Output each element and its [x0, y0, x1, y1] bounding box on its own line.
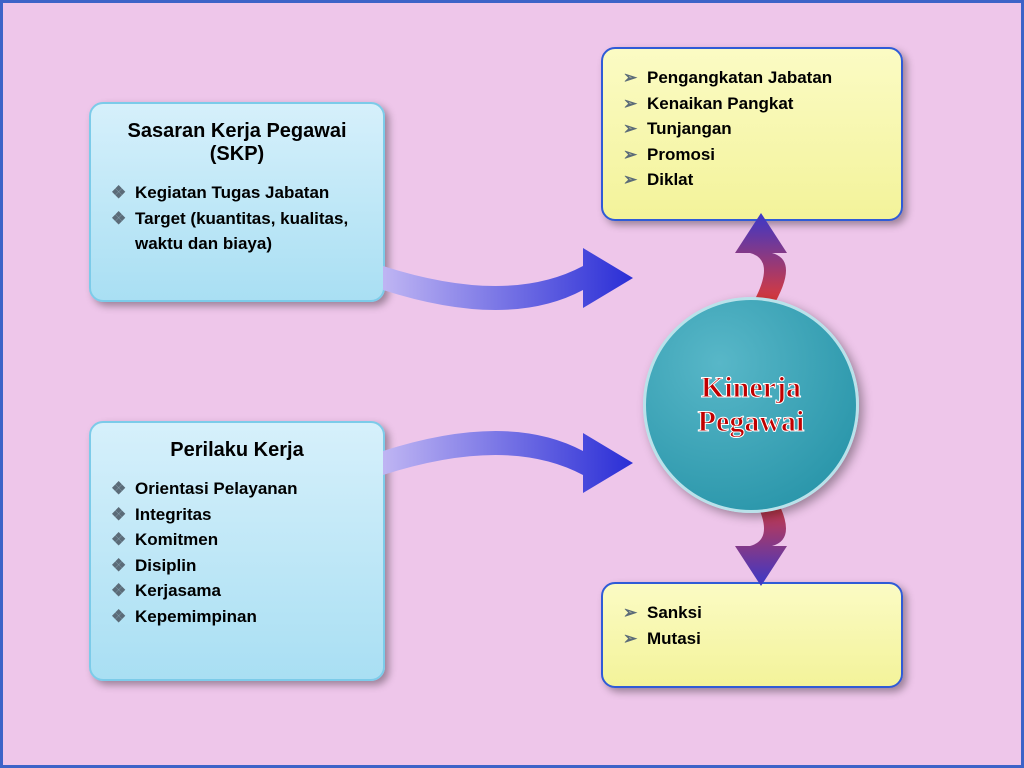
bullet-icon: ❖ [111, 206, 135, 232]
box-outcomes-negative: ➢ Sanksi➢ Mutasi [601, 582, 903, 688]
list-item: ❖ Komitmen [111, 527, 363, 553]
list-item: ➢ Tunjangan [623, 116, 881, 142]
bullet-icon: ❖ [111, 476, 135, 502]
bullet-icon: ➢ [623, 626, 647, 652]
box-perilaku-title: Perilaku Kerja [111, 439, 363, 462]
box-skp-title-line2: (SKP) [111, 143, 363, 166]
box-outcomes-negative-list: ➢ Sanksi➢ Mutasi [623, 600, 881, 651]
box-outcomes-positive: ➢ Pengangkatan Jabatan➢ Kenaikan Pangkat… [601, 47, 903, 221]
box-skp-title: Sasaran Kerja Pegawai (SKP) [111, 120, 363, 166]
bullet-icon: ➢ [623, 167, 647, 193]
bullet-icon: ❖ [111, 553, 135, 579]
bullet-icon: ❖ [111, 604, 135, 630]
list-item: ❖ Integritas [111, 502, 363, 528]
list-item: ❖ Target (kuantitas, kualitas, waktu dan… [111, 206, 363, 257]
list-item: ❖ Orientasi Pelayanan [111, 476, 363, 502]
box-perilaku-title-line1: Perilaku Kerja [170, 439, 303, 461]
list-item: ❖ Kepemimpinan [111, 604, 363, 630]
circle-label: KinerjaPegawai [698, 371, 805, 440]
box-skp-title-line1: Sasaran Kerja Pegawai [127, 120, 346, 142]
list-item: ➢ Kenaikan Pangkat [623, 91, 881, 117]
bullet-icon: ❖ [111, 502, 135, 528]
list-item: ➢ Sanksi [623, 600, 881, 626]
diagram-canvas: Sasaran Kerja Pegawai (SKP) ❖ Kegiatan T… [0, 0, 1024, 768]
list-item: ❖ Kerjasama [111, 578, 363, 604]
bullet-icon: ➢ [623, 65, 647, 91]
bullet-icon: ➢ [623, 116, 647, 142]
list-item: ❖ Disiplin [111, 553, 363, 579]
bullet-icon: ➢ [623, 142, 647, 168]
box-perilaku: Perilaku Kerja ❖ Orientasi Pelayanan❖ In… [89, 421, 385, 681]
list-item: ➢ Diklat [623, 167, 881, 193]
bullet-icon: ❖ [111, 527, 135, 553]
circle-kinerja-pegawai: KinerjaPegawai [643, 297, 859, 513]
box-outcomes-positive-list: ➢ Pengangkatan Jabatan➢ Kenaikan Pangkat… [623, 65, 881, 193]
bullet-icon: ➢ [623, 600, 647, 626]
bullet-icon: ➢ [623, 91, 647, 117]
list-item: ❖ Kegiatan Tugas Jabatan [111, 180, 363, 206]
list-item: ➢ Pengangkatan Jabatan [623, 65, 881, 91]
bullet-icon: ❖ [111, 578, 135, 604]
list-item: ➢ Promosi [623, 142, 881, 168]
box-skp-list: ❖ Kegiatan Tugas Jabatan❖ Target (kuanti… [111, 180, 363, 257]
box-perilaku-list: ❖ Orientasi Pelayanan❖ Integritas❖ Komit… [111, 476, 363, 629]
list-item: ➢ Mutasi [623, 626, 881, 652]
bullet-icon: ❖ [111, 180, 135, 206]
box-skp: Sasaran Kerja Pegawai (SKP) ❖ Kegiatan T… [89, 102, 385, 302]
